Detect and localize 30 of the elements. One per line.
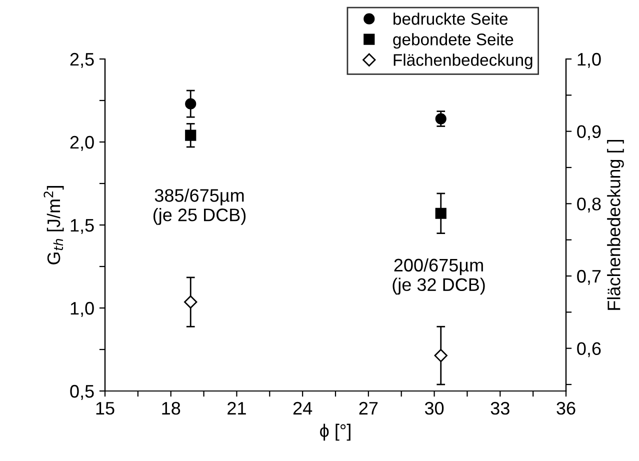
x-tick-label: 15 bbox=[96, 402, 114, 415]
y2-tick-label: 0,6 bbox=[577, 342, 601, 358]
y2-tick-label: 0,9 bbox=[577, 125, 601, 140]
x-axis-title: ϕ [°] bbox=[320, 424, 350, 441]
y-axis-title: G$_{th}$ [J/m$^{2}$] bbox=[44, 186, 64, 264]
point bbox=[435, 208, 446, 219]
x-tick-label: 33 bbox=[490, 402, 510, 415]
y2-tick-label: 0,8 bbox=[577, 198, 601, 213]
y-tick-label: 2,5 bbox=[70, 52, 94, 68]
y-tick-label: 0,5 bbox=[70, 384, 94, 400]
legend-label: bedruckte Seite bbox=[394, 12, 508, 25]
point bbox=[435, 113, 446, 124]
y2-tick-label: 1,0 bbox=[578, 52, 601, 68]
x-tick-label: 18 bbox=[162, 402, 180, 415]
y2-axis-title: Flächenbedeckung [ ] bbox=[607, 140, 624, 310]
y2-tick-label: 0,7 bbox=[577, 270, 601, 285]
annotation: 200/675µm (je 32 DCB) bbox=[392, 258, 485, 295]
legend-label: Flächenbedeckung bbox=[394, 54, 532, 70]
legend-label: gebondete Seite bbox=[393, 33, 514, 49]
x-tick-label: 27 bbox=[359, 402, 378, 414]
y-tick-label: 1,0 bbox=[70, 302, 94, 317]
x-tick-label: 30 bbox=[424, 402, 444, 415]
y-tick-label: 2,0 bbox=[70, 136, 94, 151]
y-tick-label: 1,5 bbox=[70, 219, 94, 234]
point bbox=[185, 98, 196, 110]
x-tick-label: 21 bbox=[228, 402, 246, 414]
x-tick-label: 24 bbox=[293, 402, 312, 414]
x-tick-label: 36 bbox=[556, 402, 576, 415]
point bbox=[185, 130, 196, 141]
annotation: 385/675µm (je 25 DCB) bbox=[153, 188, 246, 225]
